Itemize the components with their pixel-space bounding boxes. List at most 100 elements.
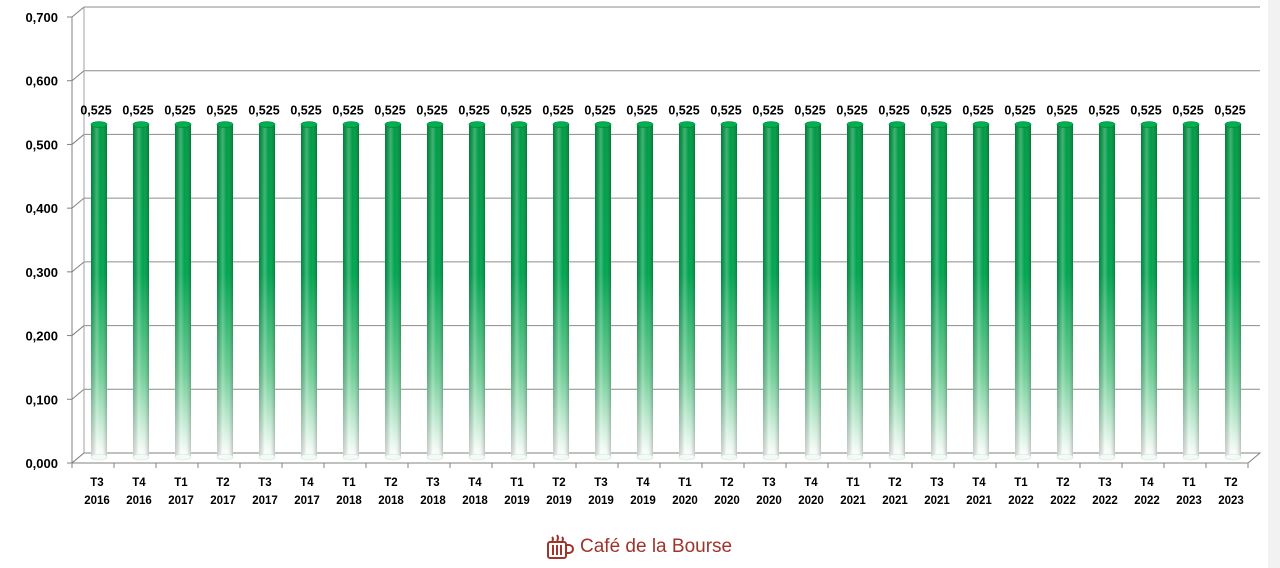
y-tick-label: 0,300 — [25, 265, 58, 280]
bar-base — [636, 453, 654, 461]
x-tick-year: 2017 — [294, 495, 320, 507]
bar — [1098, 121, 1116, 461]
gridline-slant — [71, 6, 85, 18]
x-tick-quarter: T3 — [426, 477, 439, 489]
gridline-slant — [71, 70, 85, 82]
bar-base — [510, 453, 528, 461]
data-label: 0,525 — [752, 104, 783, 118]
scroll-edge — [1268, 0, 1280, 568]
data-label: 0,525 — [80, 104, 111, 118]
bar-shading — [847, 124, 863, 457]
bar-top — [1098, 121, 1116, 128]
x-tick-year: 2020 — [672, 495, 698, 507]
bar — [174, 121, 192, 461]
gridline-slant — [71, 325, 85, 336]
x-tick-quarter: T1 — [678, 477, 692, 489]
bar — [720, 121, 738, 461]
data-label: 0,525 — [1088, 104, 1119, 118]
bar-base — [930, 453, 948, 461]
bar-shading — [1015, 124, 1031, 457]
x-tick-quarter: T2 — [720, 477, 733, 489]
bar-base — [594, 453, 612, 461]
data-label: 0,525 — [584, 104, 615, 118]
bar — [888, 121, 906, 461]
bar-base — [300, 453, 318, 461]
bar-shading — [1141, 124, 1157, 457]
bar-top — [930, 121, 948, 128]
cafe-de-la-bourse-logo: Café de la Bourse — [544, 532, 732, 562]
bar-top — [1224, 121, 1242, 128]
x-tick-quarter: T4 — [804, 477, 818, 489]
data-label: 0,525 — [836, 104, 867, 118]
bar-base — [384, 453, 402, 461]
x-tick-year: 2023 — [1176, 495, 1202, 507]
x-tick-quarter: T4 — [132, 477, 146, 489]
gridline-slant — [71, 261, 85, 273]
x-tick-quarter: T1 — [846, 477, 860, 489]
bar-base — [678, 453, 696, 461]
x-tick-quarter: T3 — [762, 477, 775, 489]
bar-shading — [133, 124, 149, 457]
x-tick-quarter: T3 — [1098, 477, 1111, 489]
x-tick-labels: T3 2016 T4 2016 T1 2017 T2 2017 T3 2017 T4 2017 T1 20… — [84, 477, 1244, 507]
bar-shading — [427, 124, 443, 457]
bar-base — [888, 453, 906, 461]
bar-top — [846, 121, 864, 128]
data-label: 0,525 — [206, 104, 237, 118]
data-label: 0,525 — [1046, 104, 1077, 118]
x-tick-year: 2017 — [210, 495, 236, 507]
bar-top — [1014, 121, 1032, 128]
x-tick-year: 2022 — [1008, 495, 1034, 507]
bar-top — [762, 121, 780, 128]
bar — [594, 121, 612, 461]
x-tick-quarter: T3 — [594, 477, 607, 489]
data-label: 0,525 — [332, 104, 363, 118]
x-tick-quarter: T1 — [510, 477, 524, 489]
y-tick-label: 0,700 — [25, 10, 58, 25]
bar-shading — [217, 124, 233, 457]
bar-shading — [763, 124, 779, 457]
data-label: 0,525 — [1130, 104, 1161, 118]
bar-shading — [91, 124, 107, 457]
x-tick-year: 2020 — [798, 495, 824, 507]
bar-top — [1182, 121, 1200, 128]
bar-top — [510, 121, 528, 128]
axes — [67, 7, 1262, 468]
data-label: 0,525 — [500, 104, 531, 118]
bar-base — [846, 453, 864, 461]
data-label: 0,525 — [794, 104, 825, 118]
y-tick-label: 0,100 — [25, 392, 58, 407]
bar-base — [1056, 453, 1074, 461]
data-label: 0,525 — [122, 104, 153, 118]
data-label: 0,525 — [290, 104, 321, 118]
bar — [552, 121, 570, 461]
x-tick-quarter: T1 — [1014, 477, 1028, 489]
data-label: 0,525 — [710, 104, 741, 118]
data-label: 0,525 — [164, 104, 195, 118]
bar — [846, 121, 864, 461]
bar-base — [132, 453, 150, 461]
bar-base — [972, 453, 990, 461]
bar-top — [384, 121, 402, 128]
chart-floor — [70, 452, 1262, 464]
data-label: 0,525 — [248, 104, 279, 118]
gridlines — [71, 6, 1260, 464]
gridline-slant — [71, 134, 85, 145]
bar-shading — [805, 124, 821, 457]
bar-top — [804, 121, 822, 128]
gridline-slant — [71, 197, 85, 209]
bar-shading — [553, 124, 569, 457]
gridline-slant — [71, 388, 85, 400]
bar-shading — [469, 124, 485, 457]
x-tick-quarter: T3 — [90, 477, 103, 489]
bar-base — [552, 453, 570, 461]
x-tick-year: 2022 — [1050, 495, 1076, 507]
bar-base — [216, 453, 234, 461]
bar-base — [1140, 453, 1158, 461]
bar-base — [468, 453, 486, 461]
x-tick-year: 2019 — [504, 495, 530, 507]
x-tick-year: 2018 — [378, 495, 404, 507]
bar — [258, 121, 276, 461]
bar — [1140, 121, 1158, 461]
x-tick-year: 2023 — [1218, 495, 1244, 507]
